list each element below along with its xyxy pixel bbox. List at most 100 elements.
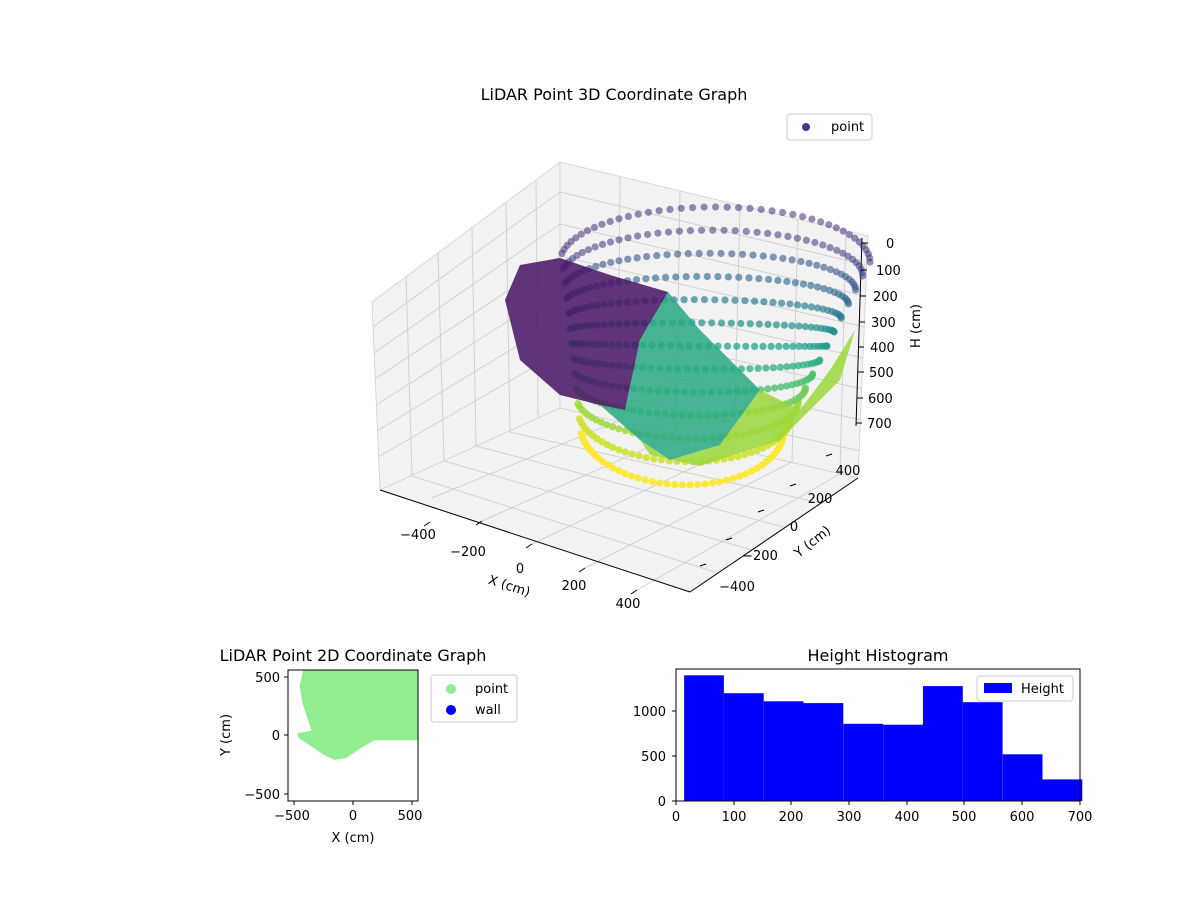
z-tick-label-4: 400: [870, 341, 895, 356]
point-3d-310: [737, 319, 745, 328]
point-3d-436: [779, 254, 787, 262]
point-3d-507: [666, 205, 674, 213]
point-3d-472: [731, 227, 739, 235]
point-3d-389: [714, 273, 722, 281]
point-3d-499: [590, 223, 599, 231]
point-3d-471: [720, 226, 728, 234]
point-3d-506: [655, 207, 663, 215]
point-region-polygon: [297, 670, 418, 760]
point-3d-517: [779, 208, 787, 217]
point-3d-346: [690, 296, 698, 304]
point-3d-433: [749, 251, 757, 259]
point-3d-91: [609, 423, 617, 431]
z-axis-label-3d: H (cm): [909, 304, 924, 348]
point-3d-51: [615, 446, 623, 454]
point-3d-390: [724, 273, 733, 281]
point-3d-312: [755, 320, 763, 328]
point-3d-358: [801, 302, 809, 310]
point-3d-427: [684, 250, 692, 258]
hist-x-tick-3: 300: [837, 810, 862, 825]
point-3d-274: [775, 342, 783, 350]
point-3d-353: [760, 298, 768, 306]
point-3d-462: [624, 234, 632, 242]
point-3d-419: [607, 258, 615, 267]
point-3d-356: [786, 300, 794, 308]
point-3d-89: [597, 418, 605, 426]
point-3d-522: [825, 221, 833, 229]
point-3d-469: [698, 226, 706, 234]
point-3d-501: [606, 217, 614, 226]
point-3d-315: [780, 321, 789, 329]
point-3d-313: [764, 320, 772, 328]
point-3d-468: [686, 227, 695, 235]
point-3d-234: [776, 363, 784, 371]
point-3d-498: [583, 227, 592, 235]
point-3d-192: [764, 385, 772, 393]
point-3d-396: [783, 277, 791, 286]
point-3d-194: [777, 383, 785, 391]
point-cloud-3d: [505, 203, 874, 489]
y-tick-label-2d-2: −500: [244, 788, 280, 803]
point-3d-505: [644, 208, 653, 216]
point-3d-515: [757, 205, 765, 214]
x-tick-label-0: −400: [400, 528, 436, 543]
point-3d-22: [701, 480, 709, 488]
point-3d-19: [678, 481, 687, 489]
point-3d-359: [807, 303, 816, 311]
hist-bar-3: [803, 703, 844, 801]
point-3d-90: [603, 421, 611, 429]
point-3d-457: [584, 246, 593, 254]
point-3d-512: [723, 203, 731, 211]
point-3d-278: [801, 342, 809, 350]
point-3d-491: [859, 272, 867, 280]
point-3d-439: [805, 259, 813, 267]
point-3d-470: [709, 226, 717, 234]
point-3d-360: [814, 304, 822, 312]
point-sheet-3d-2: [640, 330, 855, 466]
point-3d-28: [742, 470, 750, 478]
point-3d-204: [809, 370, 817, 378]
point-3d-26: [729, 474, 737, 482]
point-3d-450: [852, 286, 860, 294]
point-3d-12: [627, 472, 636, 480]
hist-x-tick-7: 700: [1068, 810, 1093, 825]
point-3d-460: [606, 238, 615, 246]
point-3d-268: [723, 342, 732, 350]
point-3d-476: [774, 231, 782, 239]
point-3d-351: [741, 297, 749, 305]
point-3d-483: [833, 246, 841, 254]
z-tick-label-7: 700: [867, 417, 892, 432]
point-3d-286: [823, 342, 831, 350]
point-3d-417: [592, 262, 600, 270]
point-3d-467: [675, 227, 684, 235]
hist-y-tick-1: 500: [641, 750, 666, 765]
y-tick-label-0: −400: [719, 580, 755, 595]
point-3d-513: [735, 204, 743, 212]
point-3d-392: [745, 274, 753, 282]
point-3d-418: [599, 260, 607, 268]
point-3d-523: [832, 224, 840, 232]
point-3d-388: [703, 272, 711, 281]
point-3d-459: [598, 240, 607, 248]
point-3d-398: [799, 280, 808, 288]
point-3d-401: [820, 285, 828, 293]
point-3d-463: [634, 232, 642, 240]
y-axis-label-2d: Y (cm): [219, 714, 234, 757]
x-axis-label-3d: X (cm): [486, 573, 532, 601]
y-tick-label-2d-1: 0: [272, 729, 280, 744]
legend-label-wall-2d: wall: [475, 703, 501, 718]
point-3d-57: [657, 456, 666, 464]
z-tick-label-6: 600: [868, 392, 893, 407]
hist-bar-0: [684, 675, 724, 801]
x-tick-label-4: 400: [616, 597, 641, 612]
point-3d-508: [677, 204, 685, 212]
point-3d-503: [624, 212, 633, 220]
x-tick-label-3: 200: [562, 579, 587, 594]
z-tick-label-1: 100: [876, 264, 901, 279]
point-3d-430: [717, 249, 725, 258]
point-3d-480: [811, 238, 819, 247]
chart-3d: LiDAR Point 3D Coordinate Graph: [371, 85, 924, 612]
y-axis-line: [689, 477, 859, 593]
point-3d-270: [742, 342, 750, 350]
hist-y-tick-2: 1000: [633, 705, 666, 720]
